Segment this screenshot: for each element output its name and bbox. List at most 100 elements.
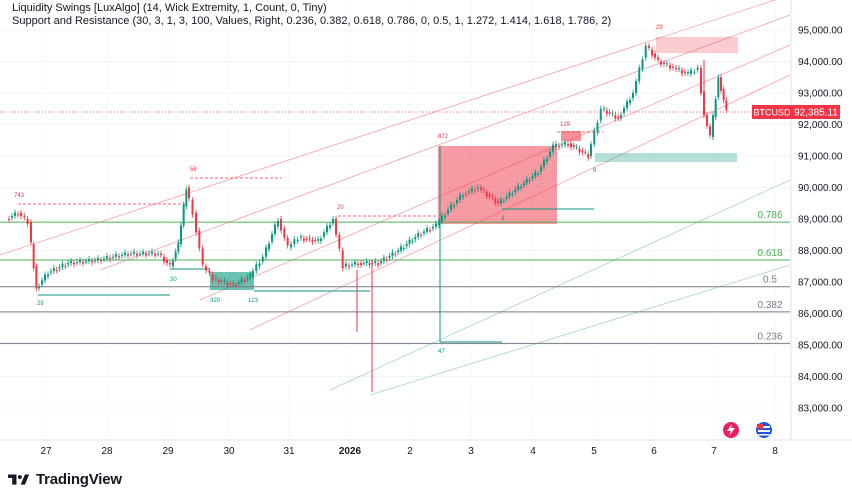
time-tick-label: 2 xyxy=(407,446,413,457)
candle-body xyxy=(201,248,204,265)
candle-body xyxy=(696,67,699,70)
time-tick-label: 27 xyxy=(40,446,52,457)
candle-body xyxy=(456,200,458,204)
time-tick-label: 8 xyxy=(772,446,778,457)
candle-body xyxy=(706,115,708,127)
price-tick-label: 86,000.00 xyxy=(798,309,843,320)
candle-body xyxy=(35,266,38,289)
tradingview-logo-icon xyxy=(8,474,30,485)
candle-body xyxy=(717,77,720,98)
flag-icon[interactable] xyxy=(756,422,772,438)
candle-body xyxy=(174,251,177,259)
candle-body xyxy=(246,277,249,279)
candle-body xyxy=(587,154,590,158)
channel-line xyxy=(99,14,791,271)
symbol-badge xyxy=(752,105,792,119)
candle-body xyxy=(180,225,182,245)
candle-body xyxy=(100,259,102,262)
candle-body xyxy=(348,265,350,267)
candle-body xyxy=(438,221,440,226)
candle-body xyxy=(290,244,292,248)
bearish-zone xyxy=(656,37,738,53)
candle-body xyxy=(584,152,587,154)
candle-body xyxy=(543,159,545,167)
candle-body xyxy=(368,263,371,265)
candle-body xyxy=(133,251,135,254)
candle-body xyxy=(614,115,617,119)
fibonacci-levels: 0.786 0.618 0.5 0.382 0.236 xyxy=(0,210,790,344)
candle-body xyxy=(651,49,653,56)
candle-body xyxy=(397,250,400,253)
fib-label: 0.382 xyxy=(757,300,782,311)
lightning-icon[interactable] xyxy=(723,422,739,438)
price-badge xyxy=(792,105,840,119)
indicator-liquidity-swings[interactable]: Liquidity Swings [LuxAlgo] (14, Wick Ext… xyxy=(12,2,327,14)
candle-body xyxy=(296,239,299,242)
candle-body xyxy=(50,271,52,273)
candle-body xyxy=(109,258,111,260)
candle-body xyxy=(617,116,620,119)
candle-body xyxy=(23,215,26,218)
candle-body xyxy=(531,176,534,179)
candle-body xyxy=(405,243,408,246)
channel-line xyxy=(0,0,777,256)
swing-count-label: 129 xyxy=(560,122,571,128)
tradingview-logo[interactable]: TradingView xyxy=(8,471,122,488)
candle-body xyxy=(351,264,353,266)
candle-body xyxy=(261,256,264,262)
fib-label: 0.236 xyxy=(757,331,782,342)
candle-body xyxy=(217,279,220,283)
candle-body xyxy=(286,237,289,246)
indicator-support-resistance[interactable]: Support and Resistance (30, 3, 1, 3, 100… xyxy=(12,15,612,27)
candle-body xyxy=(549,151,551,157)
candle-body xyxy=(205,266,207,271)
candle-body xyxy=(500,199,502,204)
candle-body xyxy=(575,146,578,148)
price-tick-label: 89,000.00 xyxy=(798,215,843,226)
candle-body xyxy=(106,256,108,259)
candle-body xyxy=(572,145,575,147)
candle-body xyxy=(426,228,428,232)
candle-body xyxy=(654,53,656,58)
candle-body xyxy=(581,150,584,153)
candle-body xyxy=(160,253,162,255)
candle-body xyxy=(546,158,548,162)
candle-body xyxy=(73,262,75,265)
candle-body xyxy=(274,224,276,235)
candle-body xyxy=(408,239,411,244)
candle-body xyxy=(255,264,258,271)
bullish-zone xyxy=(595,153,737,162)
candle-body xyxy=(271,234,273,242)
time-tick-label: 5 xyxy=(591,446,597,457)
swing-labels: 743 58 20 872 129 29 28 30 320 123 47 3 8 xyxy=(14,25,663,355)
candle-body xyxy=(423,231,425,234)
swing-count-label: 20 xyxy=(337,205,344,211)
candle-body xyxy=(323,232,325,237)
candle-body xyxy=(345,263,347,267)
candle-body xyxy=(329,225,331,228)
price-tick-label: 87,000.00 xyxy=(798,278,843,289)
candle-body xyxy=(17,214,19,216)
candle-body xyxy=(528,180,531,182)
price-axis: 95,000.00 94,000.00 93,000.00 92,000.00 91,0… xyxy=(790,0,843,440)
candle-body xyxy=(61,263,64,268)
candle-body xyxy=(388,255,391,258)
candle-body xyxy=(700,67,702,94)
candle-body xyxy=(311,239,314,243)
candle-body xyxy=(725,100,728,111)
candle-body xyxy=(511,193,514,195)
candle-body xyxy=(675,67,677,70)
candle-body xyxy=(391,252,394,256)
time-tick-label: 3 xyxy=(468,446,474,457)
candle-body xyxy=(67,263,70,265)
candle-body xyxy=(681,70,683,74)
fib-label: 0.786 xyxy=(757,210,782,221)
price-tick-label: 91,000.00 xyxy=(798,152,843,163)
time-tick-label: 28 xyxy=(101,446,113,457)
candle-body xyxy=(687,72,689,74)
candle-body xyxy=(465,193,467,195)
candle-body xyxy=(185,189,188,207)
candle-body xyxy=(55,269,58,271)
candle-body xyxy=(20,212,22,216)
